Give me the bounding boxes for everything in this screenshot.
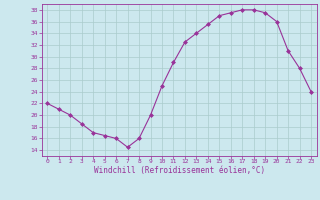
X-axis label: Windchill (Refroidissement éolien,°C): Windchill (Refroidissement éolien,°C)	[94, 166, 265, 175]
